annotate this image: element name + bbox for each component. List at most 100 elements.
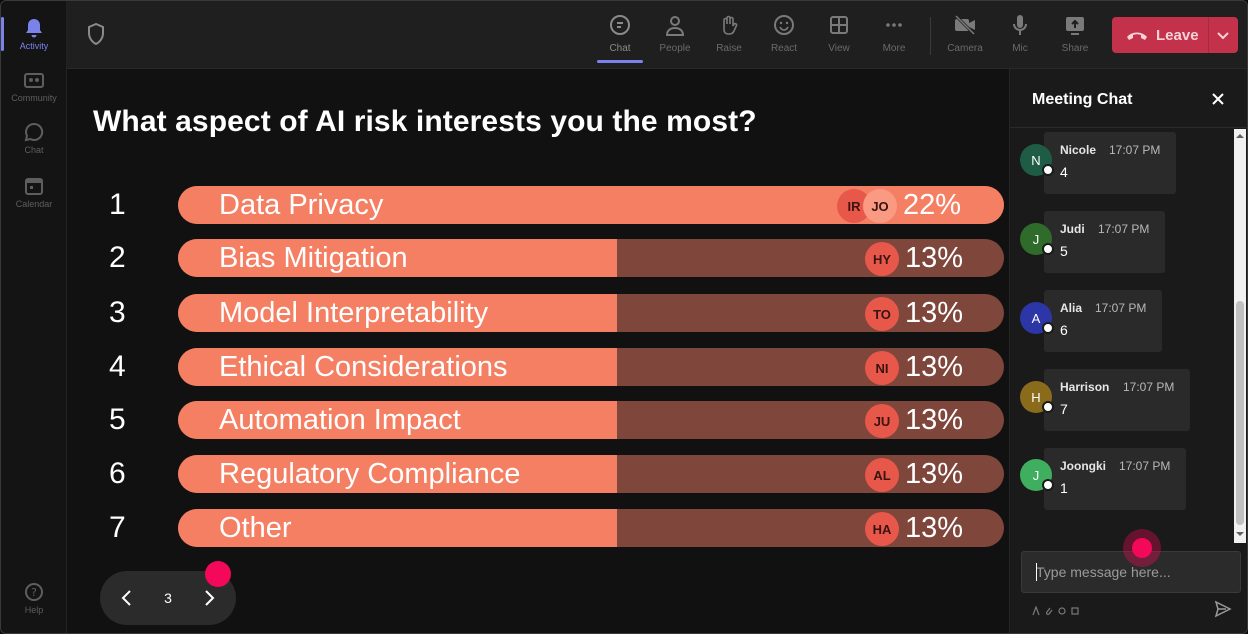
poll-option-row[interactable]: 7 Other HA 13% bbox=[67, 509, 1009, 547]
chat-icon bbox=[23, 121, 45, 143]
message-author: Joongki bbox=[1060, 459, 1107, 473]
scrollbar-thumb[interactable] bbox=[1236, 301, 1244, 525]
poll-option-row[interactable]: 6 Regulatory Compliance AL 13% bbox=[67, 455, 1009, 493]
option-number: 6 bbox=[109, 457, 126, 490]
close-icon[interactable] bbox=[1210, 91, 1226, 107]
message-text: 1 bbox=[1060, 480, 1068, 496]
scroll-up-arrow-icon[interactable] bbox=[1236, 132, 1244, 140]
rail-item-help[interactable]: ? Help bbox=[1, 573, 67, 623]
toolbar-share-button[interactable]: Share bbox=[1050, 9, 1100, 61]
toolbar-label: People bbox=[659, 43, 691, 54]
rail-item-chat[interactable]: Chat bbox=[1, 113, 67, 163]
option-number: 4 bbox=[109, 350, 126, 383]
option-percent: 22% bbox=[903, 188, 962, 221]
shield-icon[interactable] bbox=[87, 22, 109, 47]
chevron-down-icon[interactable] bbox=[1216, 28, 1230, 42]
toolbar-label: View bbox=[828, 43, 850, 54]
emoji-icon[interactable] bbox=[1058, 603, 1066, 615]
send-icon[interactable] bbox=[1214, 600, 1232, 618]
chat-divider bbox=[1010, 127, 1247, 128]
option-bar bbox=[178, 401, 1004, 439]
option-bar-fill bbox=[178, 294, 617, 332]
toolbar-chat-button[interactable]: Chat bbox=[595, 9, 645, 63]
rail-item-community[interactable]: Community bbox=[1, 61, 67, 111]
option-bar-fill bbox=[178, 509, 617, 547]
toolbar-label: Raise bbox=[716, 43, 742, 54]
option-label: Regulatory Compliance bbox=[219, 457, 521, 490]
chat-message: Alia 17:07 PM 6 bbox=[1044, 290, 1162, 352]
community-icon bbox=[23, 69, 45, 91]
poll-option-row[interactable]: 1 Data Privacy IR JO 22% bbox=[67, 186, 1009, 224]
poll-option-row[interactable]: 3 Model Interpretability TO 13% bbox=[67, 294, 1009, 332]
toolbar-react-button[interactable]: React bbox=[759, 9, 809, 61]
toolbar-camera-button[interactable]: Camera bbox=[940, 9, 990, 61]
rail-item-label: Calendar bbox=[15, 199, 53, 209]
poll-option-row[interactable]: 2 Bias Mitigation HY 13% bbox=[67, 239, 1009, 277]
voter-avatar: JU bbox=[865, 404, 899, 438]
phone-hangup-icon bbox=[1127, 32, 1147, 40]
option-percent: 13% bbox=[905, 296, 964, 329]
voter-avatar: AL bbox=[865, 458, 899, 492]
option-label: Model Interpretability bbox=[219, 296, 489, 329]
rail-item-label: Help bbox=[24, 605, 44, 615]
poll-option-row[interactable]: 4 Ethical Considerations NI 13% bbox=[67, 348, 1009, 386]
toolbar-label: Mic bbox=[1012, 43, 1028, 54]
poll-option-row[interactable]: 5 Automation Impact JU 13% bbox=[67, 401, 1009, 439]
chat-message-input[interactable] bbox=[1021, 551, 1241, 593]
scroll-down-arrow-icon[interactable] bbox=[1236, 530, 1244, 538]
presence-status-icon bbox=[1042, 479, 1054, 491]
chat-message: Nicole 17:07 PM 4 bbox=[1044, 132, 1176, 194]
toolbar-mic-button[interactable]: Mic bbox=[995, 9, 1045, 61]
option-label: Ethical Considerations bbox=[219, 350, 508, 383]
rail-item-calendar[interactable]: Calendar bbox=[1, 167, 67, 217]
chat-title: Meeting Chat bbox=[1032, 91, 1133, 108]
rail-item-label: Chat bbox=[24, 145, 44, 155]
chevron-left-icon[interactable] bbox=[116, 587, 138, 609]
avatar[interactable]: J bbox=[1020, 223, 1054, 255]
poll-stage: What aspect of AI risk interests you the… bbox=[67, 69, 1009, 633]
avatar[interactable]: J bbox=[1020, 459, 1054, 491]
avatar[interactable]: H bbox=[1020, 381, 1054, 413]
camera-off-icon bbox=[953, 13, 977, 37]
message-author: Harrison bbox=[1060, 380, 1110, 394]
chat-scrollbar[interactable] bbox=[1234, 129, 1246, 543]
avatar[interactable]: A bbox=[1020, 302, 1054, 334]
leave-button[interactable]: Leave bbox=[1112, 17, 1238, 53]
person-icon bbox=[663, 13, 687, 37]
smiley-icon bbox=[772, 13, 796, 37]
message-time: 17:07 PM bbox=[1109, 143, 1161, 157]
voter-avatar: HA bbox=[865, 512, 899, 546]
avatar-initial: J bbox=[1032, 467, 1040, 483]
message-text: 5 bbox=[1060, 243, 1068, 259]
chat-message: Judi 17:07 PM 5 bbox=[1044, 211, 1165, 273]
toolbar-people-button[interactable]: People bbox=[650, 9, 700, 61]
chevron-right-icon[interactable] bbox=[198, 587, 220, 609]
option-label: Automation Impact bbox=[219, 403, 461, 436]
voter-avatar: HY bbox=[865, 242, 899, 276]
gif-icon[interactable] bbox=[1071, 603, 1079, 615]
toolbar-label: More bbox=[882, 43, 906, 54]
message-text: 6 bbox=[1060, 322, 1068, 338]
toolbar-view-button[interactable]: View bbox=[814, 9, 864, 61]
presence-status-icon bbox=[1042, 322, 1054, 334]
rail-item-activity[interactable]: Activity bbox=[1, 9, 67, 59]
page-number: 3 bbox=[164, 590, 172, 606]
voter-avatar: NI bbox=[865, 351, 899, 385]
format-icon[interactable] bbox=[1032, 603, 1040, 616]
message-time: 17:07 PM bbox=[1123, 380, 1175, 394]
toolbar-raise-button[interactable]: Raise bbox=[704, 9, 754, 61]
message-time: 17:07 PM bbox=[1119, 459, 1171, 473]
option-label: Bias Mitigation bbox=[219, 241, 408, 274]
avatar-initial: N bbox=[1031, 152, 1041, 168]
svg-text:?: ? bbox=[31, 586, 37, 599]
option-bar-fill bbox=[178, 401, 617, 439]
message-author: Alia bbox=[1060, 301, 1083, 315]
attach-icon[interactable] bbox=[1045, 603, 1053, 615]
avatar[interactable]: N bbox=[1020, 144, 1054, 176]
presence-status-icon bbox=[1042, 164, 1054, 176]
cursor-indicator bbox=[1123, 529, 1161, 567]
microphone-icon bbox=[1008, 13, 1032, 37]
option-number: 5 bbox=[109, 403, 126, 436]
toolbar-more-button[interactable]: More bbox=[869, 9, 919, 61]
